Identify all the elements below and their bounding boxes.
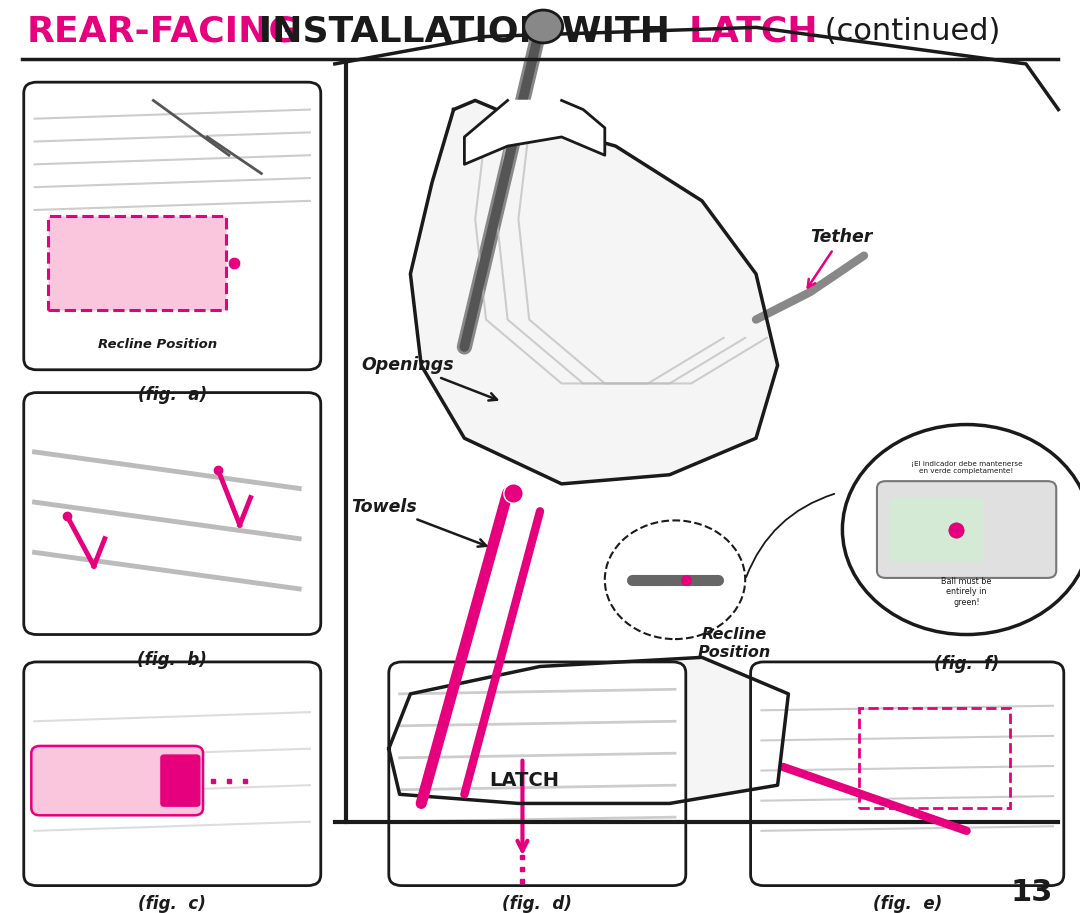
- FancyBboxPatch shape: [24, 82, 321, 370]
- Text: LATCH: LATCH: [489, 771, 558, 790]
- FancyBboxPatch shape: [751, 662, 1064, 886]
- FancyBboxPatch shape: [48, 215, 226, 310]
- Text: (fig.  d): (fig. d): [502, 895, 572, 913]
- Circle shape: [842, 425, 1080, 635]
- FancyBboxPatch shape: [161, 755, 200, 806]
- Text: (fig.  c): (fig. c): [138, 895, 206, 913]
- Text: Recline
Position: Recline Position: [698, 627, 771, 660]
- Text: INSTALLATION WITH: INSTALLATION WITH: [246, 15, 683, 49]
- Text: Tether: Tether: [808, 228, 873, 288]
- Text: (continued): (continued): [815, 17, 1001, 47]
- Text: (fig.  f): (fig. f): [934, 655, 999, 673]
- Polygon shape: [410, 100, 778, 484]
- Circle shape: [524, 10, 563, 43]
- Text: 13: 13: [1011, 878, 1053, 908]
- Text: LATCH: LATCH: [689, 15, 819, 49]
- Text: Ball must be
entirely in
green!: Ball must be entirely in green!: [942, 577, 991, 606]
- Polygon shape: [389, 657, 788, 803]
- FancyBboxPatch shape: [890, 498, 983, 561]
- Text: (fig.  a): (fig. a): [137, 386, 207, 404]
- FancyBboxPatch shape: [24, 393, 321, 635]
- Text: REAR-FACING: REAR-FACING: [27, 15, 299, 49]
- FancyBboxPatch shape: [877, 481, 1056, 578]
- Polygon shape: [464, 100, 605, 164]
- Text: (fig.  e): (fig. e): [873, 895, 942, 913]
- FancyBboxPatch shape: [389, 662, 686, 886]
- Text: (fig.  b): (fig. b): [137, 651, 207, 669]
- Text: Recline Position: Recline Position: [98, 338, 217, 351]
- Text: ¡El indicador debe mantenerse
en verde completamente!: ¡El indicador debe mantenerse en verde c…: [910, 461, 1023, 474]
- FancyBboxPatch shape: [31, 746, 203, 815]
- FancyBboxPatch shape: [24, 662, 321, 886]
- Text: Towels: Towels: [351, 498, 486, 547]
- Text: Openings: Openings: [362, 356, 497, 401]
